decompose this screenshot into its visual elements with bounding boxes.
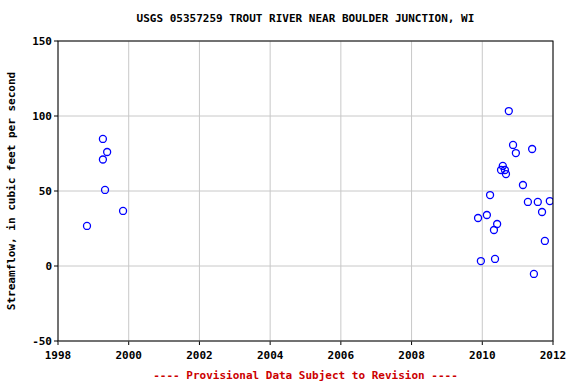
tick: [128, 341, 129, 345]
point: [99, 135, 106, 142]
tick: [54, 191, 58, 192]
tick: [54, 266, 58, 267]
tick: [482, 341, 483, 345]
tick: [553, 341, 554, 345]
point: [104, 149, 111, 156]
plot-background: [58, 41, 553, 341]
point: [524, 198, 531, 205]
plot-frame: [58, 41, 553, 341]
point: [120, 207, 127, 214]
grid-line: [58, 191, 553, 192]
y-axis-label: Streamflow, in cubic feet per second: [5, 72, 18, 310]
tick: [411, 341, 412, 345]
point: [83, 222, 90, 229]
points: [83, 108, 553, 278]
point: [492, 255, 499, 262]
point: [494, 221, 501, 228]
tick-label: 100: [32, 110, 52, 123]
grid-line: [58, 116, 553, 117]
chart: 1998 2000 2002 2004 2006 2008 2010 2012 -50 0 50 10…: [0, 0, 576, 384]
point: [512, 150, 519, 157]
tick-label: -50: [32, 335, 52, 348]
title: USGS 05357259 TROUT RIVER NEAR BOULDER J…: [137, 12, 475, 25]
tick-label: 50: [39, 185, 52, 198]
point: [502, 171, 509, 178]
point: [102, 186, 109, 193]
tick: [54, 341, 58, 342]
tick-label: 2010: [469, 349, 496, 362]
tick: [270, 341, 271, 345]
point: [477, 258, 484, 265]
tick-label: 0: [45, 260, 52, 273]
tick-label: 150: [32, 35, 52, 48]
tick-label: 2012: [540, 349, 567, 362]
tick: [54, 41, 58, 42]
point: [530, 270, 537, 277]
tick-label: 1998: [45, 349, 72, 362]
point: [505, 108, 512, 115]
point: [475, 215, 482, 222]
tick-label: 2000: [115, 349, 142, 362]
tick-label: 2006: [328, 349, 355, 362]
point: [529, 146, 536, 153]
point: [99, 156, 106, 163]
tick: [54, 116, 58, 117]
point: [546, 198, 553, 205]
point: [519, 182, 526, 189]
point: [534, 198, 541, 205]
tick-label: 2008: [398, 349, 425, 362]
tick: [199, 341, 200, 345]
point: [483, 212, 490, 219]
tick: [58, 341, 59, 345]
point: [510, 141, 517, 148]
tick: [340, 341, 341, 345]
grid-line: [58, 266, 553, 267]
tick-label: 2004: [257, 349, 284, 362]
annotation: ---- Provisional Data Subject to Revisio…: [153, 369, 458, 382]
tick-label: 2002: [186, 349, 213, 362]
point: [487, 192, 494, 199]
point: [539, 209, 546, 216]
point: [541, 237, 548, 244]
